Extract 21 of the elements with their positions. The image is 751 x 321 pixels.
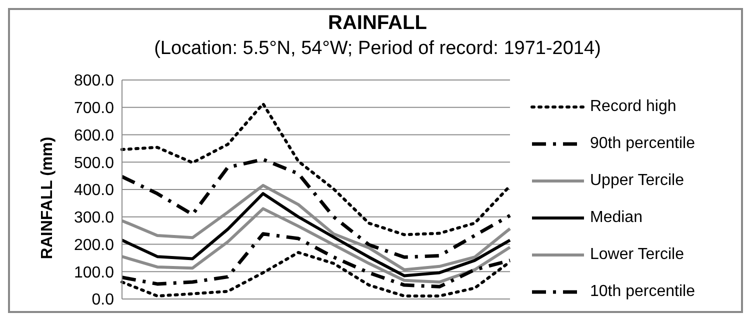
line-series — [120, 192, 512, 278]
line-series — [120, 102, 512, 236]
y-tick-label: 700.0 — [74, 100, 114, 118]
legend-label: Median — [590, 208, 642, 226]
y-tick-label: 0.0 — [92, 292, 114, 309]
y-tick-label: 400.0 — [74, 182, 114, 200]
y-tick-label: 100.0 — [74, 264, 114, 282]
y-tick-label: 300.0 — [74, 210, 114, 227]
legend-label: 90th percentile — [590, 134, 695, 152]
y-tick-label: 200.0 — [74, 236, 114, 254]
chart-title: RAINFALL — [327, 12, 428, 35]
legend-label: Record high — [590, 98, 676, 116]
legend-label: Lower Tercile — [590, 246, 684, 264]
y-tick-label: 600.0 — [74, 127, 114, 144]
legend-label: 10th percentile — [590, 282, 695, 300]
y-tick-label: 500.0 — [74, 154, 114, 172]
chart-subtitle: (Location: 5.5°N, 54°W; Period of record: 1971-2014) — [153, 38, 602, 60]
y-tick-label: 800.0 — [74, 72, 114, 90]
y-axis-title: RAINFALL (mm) — [39, 136, 57, 260]
line-series — [120, 158, 512, 259]
legend-label: Upper Tercile — [590, 172, 684, 190]
